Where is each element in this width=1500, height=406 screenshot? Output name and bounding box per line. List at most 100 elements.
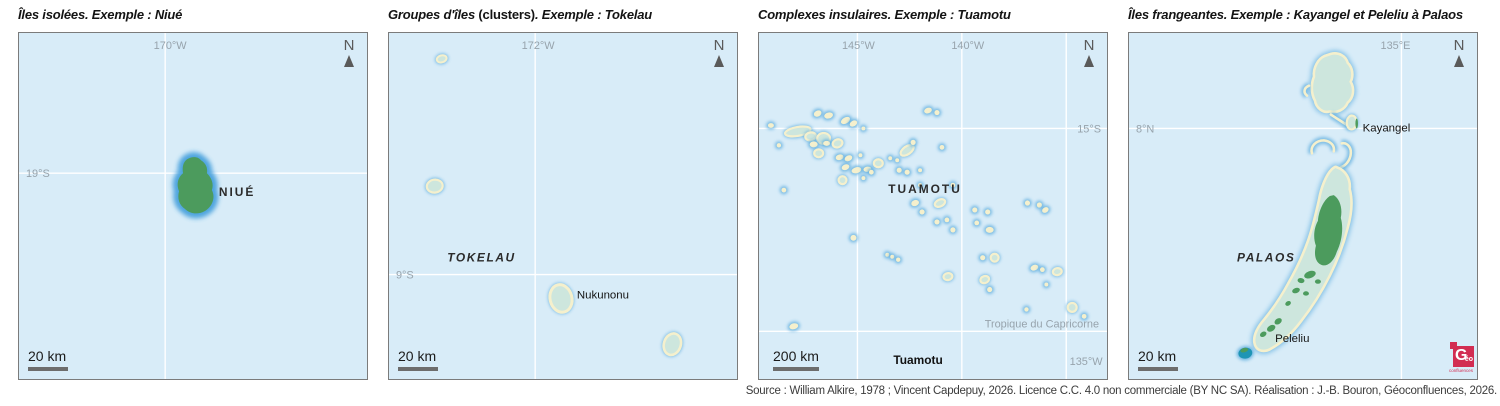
atoll-islet (1042, 207, 1049, 213)
atoll-islet (1039, 267, 1045, 273)
atoll-ring (979, 274, 991, 285)
map-label-grid: 140°W (951, 40, 985, 52)
panel-palaos: Îles frangeantes. Exemple : Kayangel et … (1128, 7, 1478, 380)
map-label-regit: PALAOS (1237, 251, 1295, 265)
atoll-islet (885, 252, 890, 257)
map-label-grid: 15°S (1077, 123, 1101, 135)
atoll-islet (944, 217, 950, 223)
island-land (1303, 291, 1309, 296)
map-palaos: 135°E 8°N Kayangel PALAOS Peleliu N 20 km G … (1128, 32, 1478, 380)
logo-letter: G (1455, 347, 1468, 364)
scale-bar: 20 km (28, 349, 68, 371)
map-label-bold: Tuamotu (893, 353, 942, 367)
panel-tokelau: Groupes d'îles (clusters). Exemple : Tok… (388, 7, 738, 380)
atoll-islet (824, 112, 833, 119)
north-arrow-icon (344, 55, 354, 67)
island-land (1297, 278, 1305, 284)
atoll-islet (844, 155, 853, 162)
atoll-ring (662, 332, 683, 357)
scale-bar: 20 km (1138, 349, 1178, 371)
map-label-grid: 170°W (154, 40, 188, 52)
atoll-ring (425, 178, 444, 194)
north-arrow-icon (714, 55, 724, 67)
atoll-islet (1081, 313, 1087, 319)
island-land (177, 157, 214, 214)
atoll-ring (435, 54, 448, 64)
atoll-islet (868, 169, 874, 175)
scale-label: 20 km (28, 348, 67, 364)
atoll-islet (950, 227, 956, 233)
island-land (1304, 270, 1316, 279)
map-label-grid: 145°W (842, 40, 876, 52)
island-land (1314, 279, 1321, 284)
panel-title: Îles frangeantes. Exemple : Kayangel et … (1128, 7, 1478, 25)
atoll-islet (835, 154, 844, 161)
panel-niue: Îles isolées. Exemple : Niué 170°W 19°S NI… (18, 7, 368, 380)
atoll-islet (851, 167, 862, 174)
atoll-islet (939, 144, 945, 150)
atoll-islet (781, 187, 787, 193)
north-label: N (713, 37, 725, 54)
scale-bar-line (1138, 367, 1178, 371)
atoll-islet (972, 207, 978, 213)
atoll-islet (1024, 307, 1029, 312)
atoll-islet (767, 123, 774, 128)
scale-bar: 200 km (773, 349, 819, 371)
map-niue: 170°W 19°S NIUÉ N 20 km (18, 32, 368, 380)
map-canvas: 135°E 8°N Kayangel PALAOS Peleliu (1129, 33, 1477, 379)
atoll-islet (849, 120, 858, 127)
atoll-islet (809, 141, 818, 148)
island-land (1240, 347, 1249, 353)
atoll-islet (840, 116, 851, 125)
map-label-grid: 135°E (1380, 40, 1410, 52)
map-tokelau: 172°W 9°S TOKELAU Nukunonu N 20 km (388, 32, 738, 380)
panel-title-text: . Exemple : Tokelau (534, 7, 653, 22)
atoll-islet (895, 158, 900, 163)
logo-text: confluences (1449, 368, 1474, 373)
map-label-place: Peleliu (1275, 333, 1309, 345)
map-label-regit: TOKELAU (447, 251, 516, 265)
atoll-ring (942, 271, 954, 282)
panel-tuamotu: Complexes insulaires. Exemple : Tuamotu … (758, 7, 1108, 380)
atoll-islet (1036, 202, 1042, 208)
map-canvas: 172°W 9°S TOKELAU Nukunonu (389, 33, 737, 379)
scale-label: 200 km (773, 348, 819, 364)
north-arrow: N (708, 38, 730, 67)
atoll-islet (1024, 200, 1031, 206)
island-land (1285, 301, 1291, 306)
atoll-islet (918, 168, 923, 173)
atoll-islet (888, 156, 893, 161)
atoll-islet (918, 183, 923, 188)
map-label-grid: 9°S (396, 270, 414, 282)
atoll-islet (813, 110, 822, 117)
atoll-islet (823, 140, 831, 146)
atoll-islet (987, 286, 993, 293)
panel-title-text: Îles frangeantes. Exemple : Kayangel et … (1128, 7, 1463, 22)
north-label: N (1453, 37, 1465, 54)
geoconfluences-logo: G éo confluences (1449, 341, 1474, 373)
reef-line (1339, 141, 1353, 169)
map-label-grid: 172°W (522, 40, 556, 52)
map-label-grid: 8°N (1136, 123, 1154, 135)
atoll-islet (858, 153, 863, 158)
scale-bar-line (28, 367, 68, 371)
north-arrow: N (1078, 38, 1100, 67)
atoll-islet (1030, 264, 1039, 271)
scale-bar: 20 km (398, 349, 438, 371)
atoll-ring (831, 138, 844, 149)
island-land (1274, 318, 1282, 325)
atoll-islet (841, 164, 850, 171)
map-canvas: 145°W 140°W 15°S TUAMOTU Tropique du Caprico… (759, 33, 1107, 379)
atoll-islet (950, 182, 956, 188)
panel-title: Îles isolées. Exemple : Niué (18, 7, 368, 25)
atoll-ring (1066, 301, 1078, 313)
reef-line (1310, 139, 1336, 155)
atoll-islet (1044, 282, 1049, 287)
map-label-place: Nukunonu (577, 289, 629, 301)
north-label: N (343, 37, 355, 54)
atoll-ring (872, 158, 884, 169)
map-tuamotu: 145°W 140°W 15°S TUAMOTU Tropique du Caprico… (758, 32, 1108, 380)
atoll-islet (896, 167, 902, 173)
scale-label: 20 km (398, 348, 437, 364)
map-label-reg: TUAMOTU (888, 182, 962, 196)
